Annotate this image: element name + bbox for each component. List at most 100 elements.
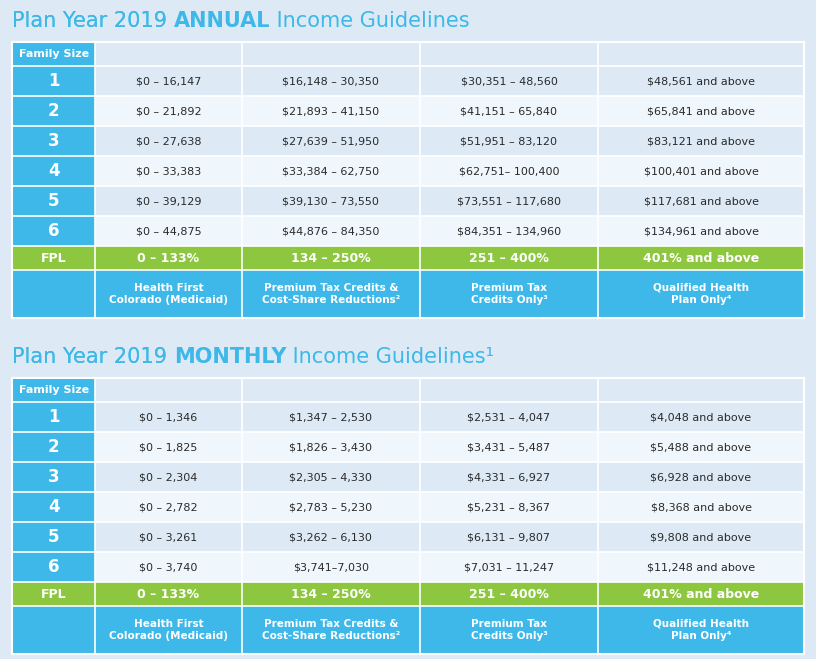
Text: $44,876 – 84,350: $44,876 – 84,350: [282, 226, 379, 236]
Text: Family Size: Family Size: [19, 385, 89, 395]
Text: $51,951 – 83,120: $51,951 – 83,120: [460, 136, 557, 146]
Text: 3: 3: [48, 468, 60, 486]
Text: $1,347 – 2,530: $1,347 – 2,530: [290, 412, 372, 422]
Text: MONTHLY: MONTHLY: [174, 347, 286, 367]
Text: $41,151 – 65,840: $41,151 – 65,840: [460, 106, 557, 116]
Text: Plan Year 2019: Plan Year 2019: [12, 347, 174, 367]
Bar: [12, 186, 95, 216]
Text: $0 – 44,875: $0 – 44,875: [135, 226, 202, 236]
Text: $84,351 – 134,960: $84,351 – 134,960: [457, 226, 561, 236]
Text: $11,248 and above: $11,248 and above: [647, 562, 755, 572]
Text: 2: 2: [48, 438, 60, 456]
Text: $62,751– 100,400: $62,751– 100,400: [459, 166, 559, 176]
Text: 1: 1: [48, 408, 60, 426]
Text: $0 – 33,383: $0 – 33,383: [135, 166, 201, 176]
Text: $21,893 – 41,150: $21,893 – 41,150: [282, 106, 379, 116]
Text: $0 – 2,782: $0 – 2,782: [139, 502, 197, 512]
Text: $83,121 and above: $83,121 and above: [647, 136, 755, 146]
Bar: [12, 186, 804, 216]
Bar: [12, 402, 804, 432]
Text: Family Size: Family Size: [19, 49, 89, 59]
Bar: [12, 378, 804, 402]
Text: $100,401 and above: $100,401 and above: [644, 166, 759, 176]
Text: ANNUAL: ANNUAL: [174, 11, 270, 31]
Bar: [12, 126, 95, 156]
Text: 134 – 250%: 134 – 250%: [291, 252, 370, 264]
Text: $3,431 – 5,487: $3,431 – 5,487: [468, 442, 551, 452]
Text: $0 – 3,740: $0 – 3,740: [140, 562, 197, 572]
Text: Premium Tax
Credits Only³: Premium Tax Credits Only³: [471, 619, 548, 641]
Text: FPL: FPL: [41, 252, 66, 264]
Text: $3,262 – 6,130: $3,262 – 6,130: [290, 532, 372, 542]
Bar: [12, 378, 95, 402]
Text: $0 – 3,261: $0 – 3,261: [140, 532, 197, 542]
Bar: [12, 462, 95, 492]
Text: $4,048 and above: $4,048 and above: [650, 412, 752, 422]
Text: $27,639 – 51,950: $27,639 – 51,950: [282, 136, 379, 146]
Bar: [12, 432, 804, 462]
Text: 4: 4: [48, 498, 60, 516]
Text: $3,741–7,030: $3,741–7,030: [293, 562, 369, 572]
Text: 2: 2: [48, 102, 60, 120]
Text: $16,148 – 30,350: $16,148 – 30,350: [282, 76, 379, 86]
Text: 251 – 400%: 251 – 400%: [469, 252, 549, 264]
Bar: [12, 66, 804, 96]
Bar: [12, 270, 804, 318]
Bar: [12, 522, 95, 552]
Text: $0 – 1,346: $0 – 1,346: [140, 412, 197, 422]
Bar: [12, 156, 804, 186]
Text: 5: 5: [48, 528, 60, 546]
Text: $7,031 – 11,247: $7,031 – 11,247: [464, 562, 554, 572]
Text: $0 – 1,825: $0 – 1,825: [140, 442, 197, 452]
Text: 401% and above: 401% and above: [643, 588, 759, 600]
Text: $48,561 and above: $48,561 and above: [647, 76, 755, 86]
Text: Premium Tax
Credits Only³: Premium Tax Credits Only³: [471, 283, 548, 305]
Text: Plan Year 2019: Plan Year 2019: [12, 347, 174, 367]
Text: Qualified Health
Plan Only⁴: Qualified Health Plan Only⁴: [653, 619, 749, 641]
Bar: [12, 432, 95, 462]
Text: $30,351 – 48,560: $30,351 – 48,560: [460, 76, 557, 86]
Text: $5,231 – 8,367: $5,231 – 8,367: [468, 502, 551, 512]
Text: Income Guidelines: Income Guidelines: [270, 11, 470, 31]
Text: Health First
Colorado (Medicaid): Health First Colorado (Medicaid): [109, 619, 228, 641]
Bar: [12, 462, 804, 492]
Text: Plan Year 2019: Plan Year 2019: [12, 11, 174, 31]
Text: 401% and above: 401% and above: [643, 252, 759, 264]
Bar: [12, 42, 95, 66]
Text: Plan Year 2019: Plan Year 2019: [12, 11, 174, 31]
Text: $0 – 27,638: $0 – 27,638: [135, 136, 202, 146]
Bar: [12, 492, 804, 522]
Text: 1: 1: [48, 72, 60, 90]
Text: Qualified Health
Plan Only⁴: Qualified Health Plan Only⁴: [653, 283, 749, 305]
Text: 5: 5: [48, 192, 60, 210]
Text: Income Guidelines¹: Income Guidelines¹: [286, 347, 494, 367]
Bar: [12, 492, 95, 522]
Text: Health First
Colorado (Medicaid): Health First Colorado (Medicaid): [109, 283, 228, 305]
Text: Premium Tax Credits &
Cost-Share Reductions²: Premium Tax Credits & Cost-Share Reducti…: [262, 283, 400, 305]
Text: Premium Tax Credits &
Cost-Share Reductions²: Premium Tax Credits & Cost-Share Reducti…: [262, 619, 400, 641]
Bar: [12, 216, 95, 246]
Bar: [12, 522, 804, 552]
Text: $2,305 – 4,330: $2,305 – 4,330: [290, 472, 372, 482]
Text: 3: 3: [48, 132, 60, 150]
Text: $33,384 – 62,750: $33,384 – 62,750: [282, 166, 379, 176]
Text: FPL: FPL: [41, 588, 66, 600]
Text: $9,808 and above: $9,808 and above: [650, 532, 752, 542]
Bar: [12, 582, 804, 606]
Text: 6: 6: [48, 558, 60, 576]
Bar: [12, 606, 804, 654]
Text: $0 – 2,304: $0 – 2,304: [140, 472, 197, 482]
Text: $1,826 – 3,430: $1,826 – 3,430: [290, 442, 372, 452]
Text: $2,531 – 4,047: $2,531 – 4,047: [468, 412, 551, 422]
Text: $134,961 and above: $134,961 and above: [644, 226, 759, 236]
Text: $6,928 and above: $6,928 and above: [650, 472, 752, 482]
Text: $6,131 – 9,807: $6,131 – 9,807: [468, 532, 551, 542]
Text: $0 – 39,129: $0 – 39,129: [135, 196, 202, 206]
Text: $117,681 and above: $117,681 and above: [644, 196, 759, 206]
Text: 0 – 133%: 0 – 133%: [137, 252, 199, 264]
Text: 134 – 250%: 134 – 250%: [291, 588, 370, 600]
Text: 0 – 133%: 0 – 133%: [137, 588, 199, 600]
Text: $8,368 and above: $8,368 and above: [650, 502, 752, 512]
Bar: [12, 66, 95, 96]
Text: $0 – 16,147: $0 – 16,147: [135, 76, 201, 86]
